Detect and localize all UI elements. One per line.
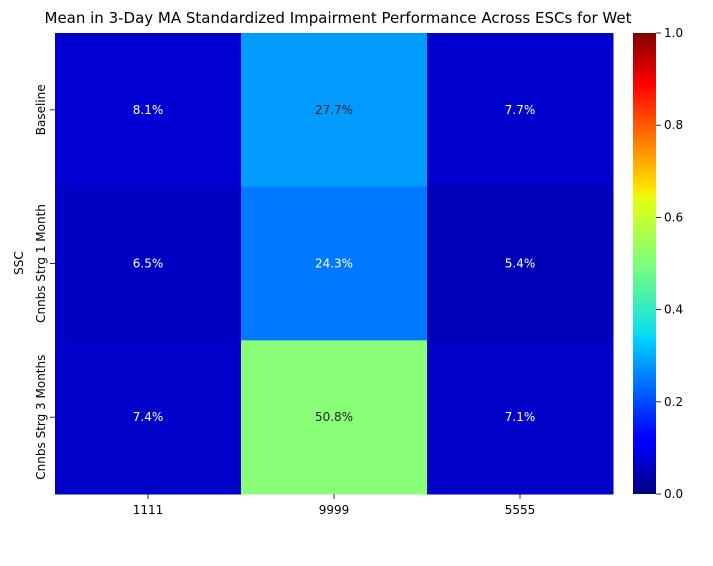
- heatmap-cell: [55, 33, 242, 188]
- colorbar-tick-label: 1.0: [664, 26, 683, 40]
- y-axis-ticks: Baseline Cnnbs Strg 1 Month Cnnbs Strg 3 M…: [34, 84, 55, 480]
- cell-value-label: 24.3%: [315, 257, 353, 271]
- heatmap-cell: [427, 33, 614, 188]
- cell-value-label: 6.5%: [133, 257, 164, 271]
- cell-value-label: 5.4%: [505, 257, 536, 271]
- cell-value-label: 27.7%: [315, 103, 353, 117]
- y-tick-label: Cnnbs Strg 1 Month: [34, 204, 48, 323]
- x-tick-label: 1111: [133, 503, 164, 517]
- heatmap-cell: [55, 340, 242, 495]
- heatmap-cell: [427, 186, 614, 341]
- heatmap-cell: [427, 340, 614, 495]
- y-tick-label: Baseline: [34, 84, 48, 135]
- x-tick-label: 9999: [319, 503, 350, 517]
- cell-value-label: 8.1%: [133, 103, 164, 117]
- colorbar-tick-label: 0.4: [664, 303, 683, 317]
- cell-value-label: 7.4%: [133, 410, 164, 424]
- colorbar-tick-label: 0.0: [664, 487, 683, 501]
- colorbar: [633, 33, 656, 494]
- colorbar-tick-label: 0.8: [664, 118, 683, 132]
- heatmap-cells: 8.1% 27.7% 7.7% 6.5% 24.3% 5.4% 7.4% 50.8% 7.1%: [55, 33, 614, 495]
- heatmap-cell: [241, 186, 428, 341]
- y-tick-label: Cnnbs Strg 3 Months: [34, 355, 48, 480]
- colorbar-tick-label: 0.6: [664, 210, 683, 224]
- colorbar-ticks: 0.0 0.2 0.4 0.6 0.8 1.0: [656, 26, 683, 501]
- chart-title: Mean in 3-Day MA Standardized Impairment…: [45, 9, 632, 27]
- heatmap-cell: [55, 186, 242, 341]
- x-axis-ticks: 1111 9999 5555: [133, 494, 536, 517]
- x-tick-label: 5555: [505, 503, 536, 517]
- y-axis-label: SSC: [12, 251, 26, 275]
- cell-value-label: 50.8%: [315, 410, 353, 424]
- colorbar-tick-label: 0.2: [664, 395, 683, 409]
- cell-value-label: 7.1%: [505, 410, 536, 424]
- cell-value-label: 7.7%: [505, 103, 536, 117]
- heatmap-cell: [241, 33, 428, 188]
- heatmap-cell: [241, 340, 428, 495]
